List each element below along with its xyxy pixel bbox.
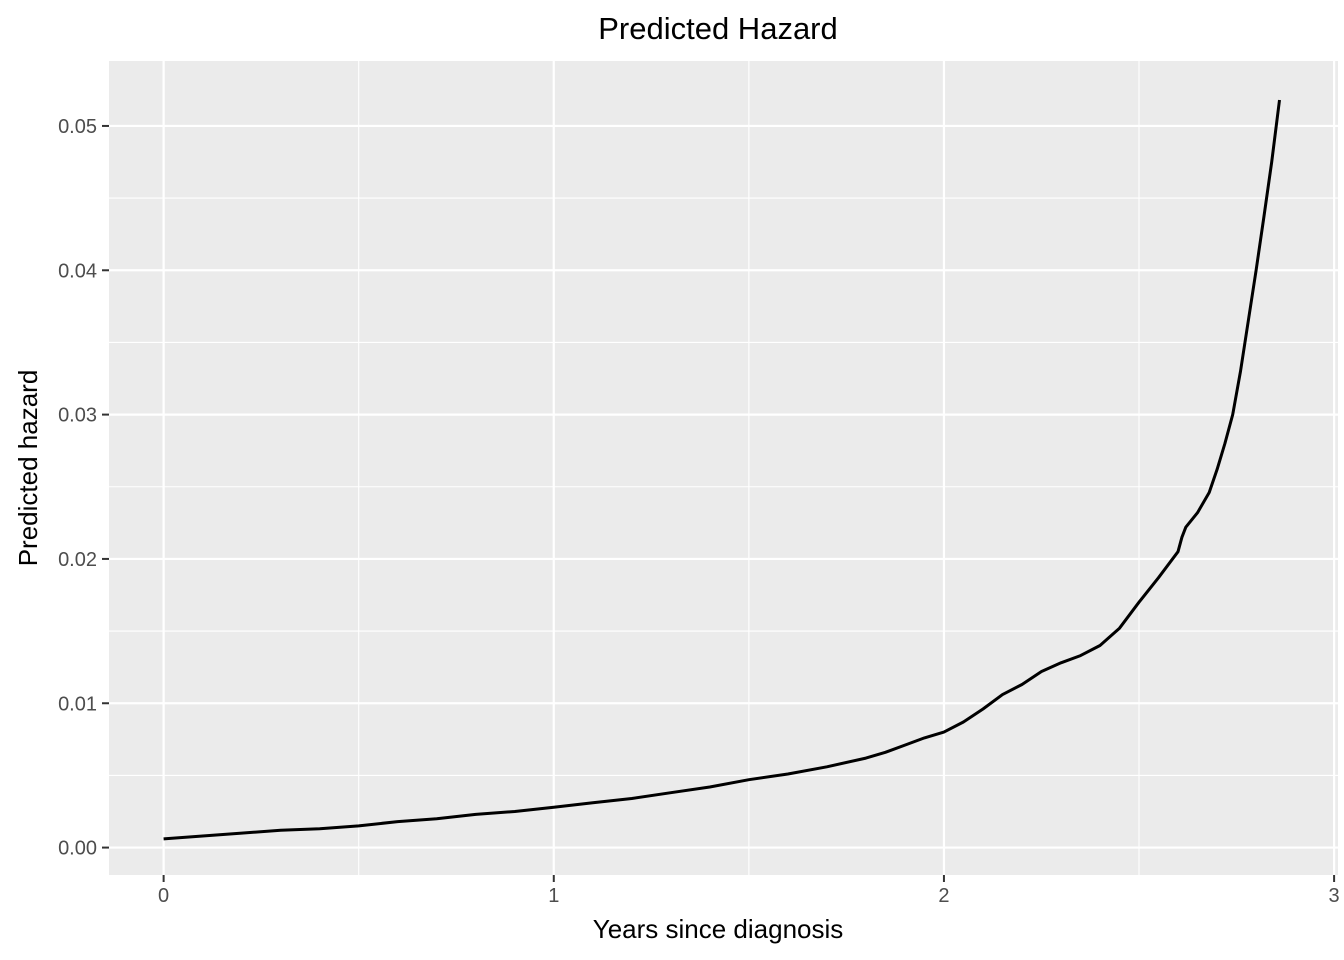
x-tick-label: 1 (548, 885, 559, 907)
y-tick-label: 0.03 (58, 405, 97, 427)
x-tick-label: 3 (1329, 885, 1340, 907)
x-tick-label: 2 (938, 885, 949, 907)
chart-title: Predicted Hazard (598, 11, 838, 46)
hazard-series-line (163, 99, 1281, 841)
axis-ticks (102, 124, 1336, 882)
x-axis-title: Years since diagnosis (593, 914, 844, 944)
y-tick-label: 0.01 (58, 693, 97, 715)
y-tick-label: 0.04 (58, 260, 97, 282)
major-gridlines (109, 61, 1338, 875)
minor-gridlines (109, 61, 1338, 875)
y-tick-label: 0.05 (58, 116, 97, 138)
x-tick-label: 0 (158, 885, 169, 907)
series-layer (163, 99, 1281, 841)
y-tick-label: 0.00 (58, 838, 97, 860)
y-tick-label: 0.02 (58, 549, 97, 571)
tick-labels: 0 1 2 3 0.00 0.01 0.02 0.03 0.04 0.05 (58, 116, 1340, 907)
y-axis-title: Predicted hazard (13, 370, 43, 567)
plot-panel (109, 61, 1338, 875)
